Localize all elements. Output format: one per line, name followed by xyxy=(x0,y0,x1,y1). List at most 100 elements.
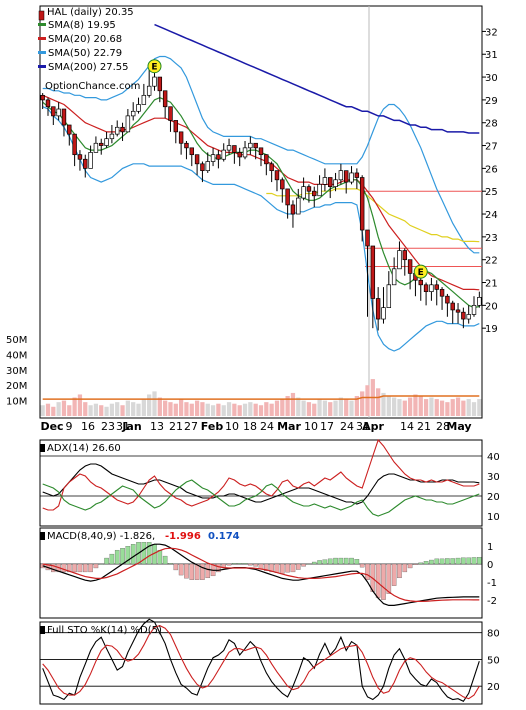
earnings-marker-label: E xyxy=(418,268,424,278)
volume-bar xyxy=(51,406,56,416)
candle-body xyxy=(162,90,168,108)
volume-bar xyxy=(67,405,72,416)
sto-tick-label: 50 xyxy=(487,655,500,666)
x-axis-tick-label: 24 xyxy=(340,420,354,433)
candle-body xyxy=(77,154,83,160)
adx-series-di xyxy=(42,479,480,517)
macd-panel-label: MACD(8,40,9) -1.826, xyxy=(47,531,155,542)
legend-entry-label: SMA(20) 20.68 xyxy=(48,34,122,45)
volume-bar xyxy=(397,399,402,416)
volume-bar xyxy=(450,399,455,416)
candle-body xyxy=(477,297,482,306)
adx-label-swatch xyxy=(40,444,45,452)
candle-body xyxy=(264,154,269,165)
candle-body xyxy=(136,104,141,112)
volume-bar xyxy=(477,399,482,416)
candle-body xyxy=(312,190,317,197)
candle-body xyxy=(407,259,413,274)
volume-bar xyxy=(226,402,232,416)
candle-body xyxy=(194,154,200,165)
macd-histogram-bar xyxy=(125,546,131,565)
candle-body xyxy=(445,295,450,304)
macd-histogram-bar xyxy=(359,563,365,568)
macd-histogram-bar xyxy=(157,549,163,565)
candle-body xyxy=(439,289,445,297)
candle-body xyxy=(429,284,434,292)
price-tick-label: 32 xyxy=(485,27,498,38)
volume-bar xyxy=(152,391,157,416)
macd-histogram-bar xyxy=(98,563,104,565)
x-axis-tick-label: Jan xyxy=(121,420,141,433)
candle-body xyxy=(349,172,354,183)
candle-body xyxy=(375,298,381,320)
macd-histogram-bar xyxy=(386,563,392,594)
candle-body xyxy=(200,163,205,172)
x-axis-tick-label: May xyxy=(446,420,471,433)
macd-histogram-bar xyxy=(397,563,402,579)
macd-histogram-bar xyxy=(466,557,471,565)
volume-bar xyxy=(136,403,141,416)
volume-bar xyxy=(168,402,173,416)
macd-histogram-bar xyxy=(200,563,205,580)
volume-bar xyxy=(210,405,216,416)
macd-histogram-bar xyxy=(423,561,429,565)
candle-body xyxy=(322,177,328,185)
candle-body xyxy=(381,307,386,320)
macd-histogram-bar xyxy=(162,555,168,565)
x-axis-tick-label: 23 xyxy=(101,420,115,433)
macd-histogram-bar xyxy=(77,563,83,573)
sto-tick-label: 80 xyxy=(487,629,500,640)
bollinger-lower-line xyxy=(42,106,480,352)
volume-bar xyxy=(184,402,189,416)
macd-histogram-bar xyxy=(226,563,232,566)
price-tick-label: 26 xyxy=(485,164,498,175)
candle-body xyxy=(125,115,131,133)
macd-histogram-bar xyxy=(434,558,440,565)
candle-body xyxy=(301,186,306,199)
macd-histogram-bar xyxy=(445,558,450,565)
candle-body xyxy=(99,142,104,146)
volume-bar xyxy=(125,400,130,416)
macd-histogram-bar xyxy=(258,563,264,569)
volume-bar xyxy=(269,403,274,416)
x-axis-tick-label: 24 xyxy=(260,420,274,433)
macd-tick-label: 0 xyxy=(487,560,493,571)
macd-histogram-bar xyxy=(338,557,344,565)
volume-bar xyxy=(439,400,445,416)
macd-histogram-bar xyxy=(232,563,237,565)
x-axis-tick-label: 10 xyxy=(304,420,318,433)
volume-bar xyxy=(280,399,285,416)
candle-body xyxy=(226,145,232,151)
volume-bar xyxy=(312,403,317,416)
volume-bar xyxy=(328,402,333,416)
x-axis-tick-label: 31 xyxy=(356,420,370,433)
macd-histogram-bar xyxy=(391,563,397,586)
sto-series-d xyxy=(42,625,480,700)
candle-body xyxy=(173,120,179,133)
candle-body xyxy=(269,163,274,172)
volume-bar xyxy=(306,402,312,416)
candle-body xyxy=(434,284,439,290)
volume-bar xyxy=(258,405,264,416)
adx-tick-label: 20 xyxy=(487,492,500,503)
price-tick-label: 23 xyxy=(485,233,498,244)
volume-bar xyxy=(285,396,290,416)
macd-tick-label: -1 xyxy=(487,578,497,589)
candle-body xyxy=(343,170,349,183)
macd-histogram-bar xyxy=(455,557,461,565)
volume-bar xyxy=(88,405,93,416)
macd-tick-label: -2 xyxy=(487,596,497,607)
candle-body xyxy=(88,152,93,169)
x-axis-tick-label: Dec xyxy=(40,420,63,433)
macd-histogram-bar xyxy=(295,563,301,570)
macd-histogram-bar xyxy=(184,563,189,579)
macd-histogram-bar xyxy=(178,563,184,576)
candle-body xyxy=(237,152,242,158)
candle-body xyxy=(317,184,322,197)
price-tick-label: 30 xyxy=(485,73,498,84)
volume-bar xyxy=(274,400,280,416)
candle-body xyxy=(258,147,264,156)
volume-bar xyxy=(445,402,450,416)
candle-body xyxy=(104,138,109,146)
